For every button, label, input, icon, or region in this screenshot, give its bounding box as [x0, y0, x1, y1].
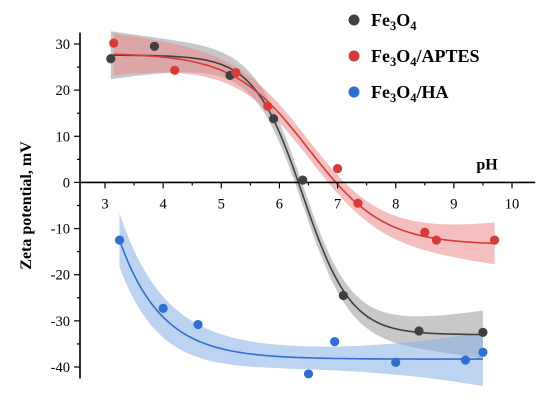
data-point — [478, 347, 488, 357]
data-point — [391, 357, 401, 367]
data-point — [330, 337, 340, 347]
data-point — [414, 326, 424, 336]
y-tick-label: -30 — [51, 314, 70, 330]
data-point — [298, 175, 308, 185]
legend: Fe3O4 Fe3O4/APTES Fe3O4/HA — [348, 10, 480, 105]
data-point — [170, 65, 180, 75]
x-tick-label: 8 — [392, 196, 399, 212]
data-points — [106, 38, 500, 379]
y-tick-label: 0 — [63, 175, 70, 191]
confidence-band — [119, 213, 483, 387]
data-point — [106, 54, 116, 64]
legend-marker — [348, 50, 360, 62]
data-point — [303, 369, 314, 379]
data-point — [114, 235, 125, 245]
legend-label: Fe3O4 — [371, 10, 417, 33]
fit-curve — [118, 239, 483, 360]
legend-marker — [348, 86, 360, 98]
y-tick-label: 10 — [56, 129, 71, 145]
y-axis-title: Zeta potential, mV — [18, 141, 35, 270]
data-point — [431, 235, 442, 245]
fit-curve — [113, 53, 495, 245]
confidence-band — [113, 33, 495, 265]
legend-marker — [348, 14, 360, 26]
y-axis-ticks: 30 20 10 0 -10 -20 -30 -40 — [51, 37, 80, 376]
data-point — [338, 290, 348, 301]
legend-label: Fe3O4/APTES — [371, 46, 480, 69]
data-point — [353, 198, 363, 208]
data-point — [489, 235, 500, 245]
x-axis-title: pH — [476, 156, 498, 173]
confidence-bands — [110, 31, 495, 387]
data-point — [420, 227, 430, 237]
data-point — [231, 68, 241, 78]
x-tick-label: 9 — [450, 196, 457, 212]
y-tick-label: -40 — [51, 360, 70, 376]
data-point — [109, 38, 119, 48]
data-point — [158, 303, 168, 313]
y-tick-label: 30 — [56, 37, 71, 53]
x-tick-label: 4 — [160, 196, 168, 212]
data-point — [460, 355, 471, 365]
x-tick-label: 3 — [101, 196, 108, 212]
y-tick-label: -10 — [51, 222, 70, 238]
data-point — [193, 319, 203, 330]
data-point — [269, 114, 279, 124]
y-tick-label: 20 — [56, 83, 71, 99]
legend-label: Fe3O4/HA — [371, 82, 449, 105]
data-point — [478, 327, 488, 337]
x-axis-ticks: 3 4 5 6 7 8 9 10 — [101, 182, 519, 212]
x-tick-label: 10 — [505, 196, 520, 212]
data-point — [332, 163, 343, 174]
y-tick-label: -20 — [51, 268, 70, 284]
x-tick-label: 7 — [334, 196, 341, 212]
x-tick-label: 5 — [218, 196, 225, 212]
x-tick-label: 6 — [276, 196, 283, 212]
data-point — [149, 41, 160, 51]
data-point — [263, 101, 273, 111]
